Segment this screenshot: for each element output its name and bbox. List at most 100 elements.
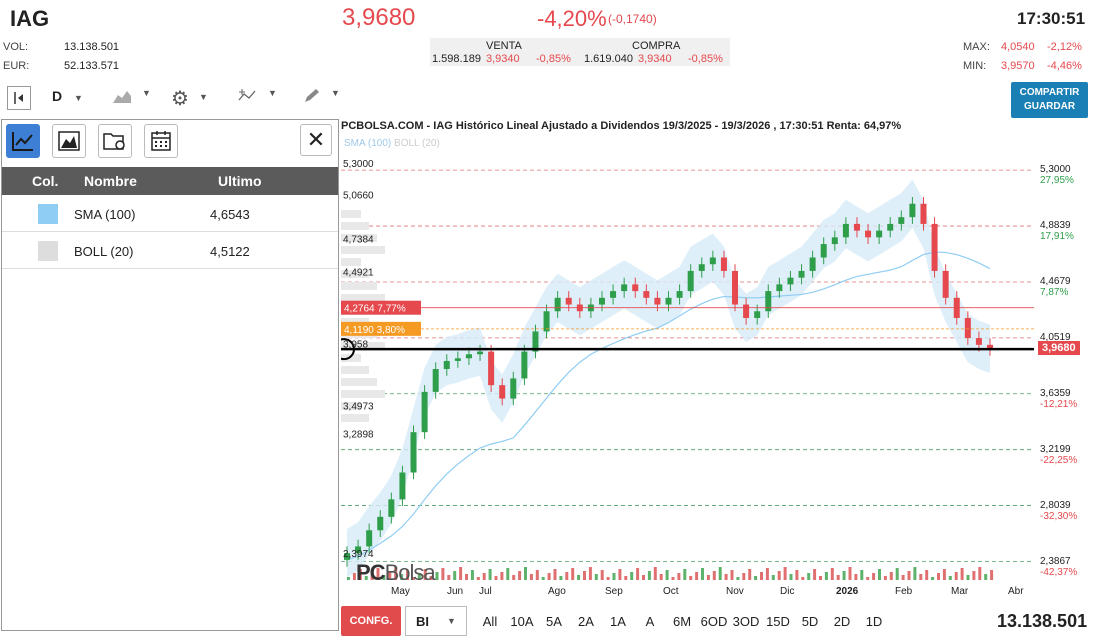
- compra-qty: 1.619.040: [584, 53, 633, 65]
- volume-profile-bar: [341, 414, 369, 422]
- indicator-value: 4,6543: [210, 207, 250, 222]
- mountain-chart-icon: [58, 131, 80, 151]
- volume-bar: [612, 573, 616, 580]
- range-button[interactable]: 3OD: [732, 613, 760, 629]
- volume-bar: [824, 572, 828, 580]
- range-button[interactable]: 5D: [801, 613, 819, 629]
- close-panel-button[interactable]: ✕: [300, 124, 332, 156]
- candle-body: [865, 230, 872, 238]
- price-axis: 5,3000 27,95% 4,8839 17,91% 4,4679 7,87% 4,051…: [1036, 120, 1103, 590]
- color-swatch[interactable]: [38, 241, 58, 261]
- time-axis: May Jun Jul Ago Sep Oct Nov Dic 2026 Feb Mar Abr: [341, 586, 1034, 602]
- range-button[interactable]: 2A: [578, 613, 594, 629]
- tab-calendar[interactable]: [144, 124, 178, 158]
- volume-bar: [606, 577, 610, 580]
- volume-bar: [553, 569, 557, 580]
- volume-bar: [701, 568, 704, 580]
- volume-profile-bar: [341, 390, 385, 398]
- volume-bar: [836, 575, 840, 580]
- volume-bar: [777, 571, 781, 580]
- volume-profile-bar: [341, 270, 369, 278]
- volume-bar: [547, 573, 551, 580]
- pct-axis-label: -12,21%: [1040, 398, 1078, 410]
- volume-bar: [665, 570, 669, 580]
- range-button[interactable]: 1D: [865, 613, 883, 629]
- volume-bar: [848, 567, 852, 580]
- max-value: 4,0540: [1001, 41, 1035, 53]
- sma-line: [346, 251, 991, 561]
- chart-canvas[interactable]: 4,2764 7,77% 4,1190 3,80% 5,3000 5,0660 4,73…: [333, 120, 1034, 580]
- min-label: MIN:: [963, 60, 987, 72]
- volume-bar: [878, 569, 881, 580]
- range-button[interactable]: 6M: [672, 613, 692, 629]
- volume-bar: [524, 567, 527, 580]
- pencil-icon: [305, 89, 319, 102]
- indicators-button[interactable]: ▼: [238, 88, 277, 108]
- last-price: 3,9680: [342, 4, 416, 31]
- pct-axis-label: 27,95%: [1040, 175, 1074, 187]
- range-button[interactable]: 2D: [833, 613, 851, 629]
- share-save-button[interactable]: COMPARTIR GUARDAR: [1011, 82, 1088, 118]
- range-button[interactable]: 6OD: [700, 613, 728, 629]
- save-label: GUARDAR: [1023, 101, 1076, 112]
- price-axis-label: 5,3000: [1040, 164, 1071, 176]
- last-header: Ultimo: [218, 173, 262, 189]
- change-percent: -4,20%: [537, 6, 607, 31]
- candle-body: [621, 284, 628, 292]
- table-row[interactable]: SMA (100) 4,6543: [2, 196, 338, 232]
- table-row[interactable]: BOLL (20) 4,5122: [2, 233, 338, 269]
- volume-bar: [618, 569, 622, 580]
- tab-chart[interactable]: [52, 124, 86, 158]
- config-button[interactable]: CONFG.: [341, 606, 401, 636]
- indicator-name: BOLL (20): [74, 244, 134, 259]
- volume-bar: [724, 574, 728, 580]
- volume-bar: [742, 573, 746, 580]
- collapse-panel-button[interactable]: [7, 86, 31, 110]
- tab-indicators[interactable]: [6, 124, 40, 158]
- volume-bar: [370, 572, 374, 580]
- indicators-panel: ✕ Col. Nombre Ultimo SMA (100) 4,6543 BO…: [1, 119, 339, 631]
- candle-body: [853, 223, 860, 231]
- range-button[interactable]: All: [482, 613, 498, 629]
- volume-bar: [647, 571, 651, 580]
- chart-type-button[interactable]: ▼: [112, 88, 151, 108]
- volume-bar: [423, 569, 427, 580]
- volume-bar: [653, 567, 657, 580]
- price-chart[interactable]: 4,2764 7,77% 4,1190 3,80% 5,3000 5,0660 4,73…: [333, 120, 1034, 580]
- candle-body: [443, 360, 450, 370]
- range-button[interactable]: 15D: [766, 613, 790, 629]
- volume-bar: [736, 577, 740, 580]
- tab-folder-settings[interactable]: [98, 124, 132, 158]
- compra-label: COMPRA: [632, 40, 681, 52]
- volume-profile-bar: [341, 222, 369, 230]
- candle-body: [610, 291, 617, 298]
- candle-body: [687, 270, 694, 292]
- style-value: BI: [416, 613, 430, 629]
- candle-body: [898, 217, 905, 224]
- chart-title: PCBOLSA.COM - IAG Histórico Lineal Ajust…: [341, 120, 902, 132]
- panel-toggle-icon: [14, 92, 23, 104]
- color-swatch[interactable]: [38, 204, 58, 224]
- volume-bar: [671, 577, 675, 580]
- share-label: COMPARTIR: [1019, 87, 1080, 98]
- volume-bar: [683, 569, 687, 580]
- change-absolute: (-0,1740): [608, 12, 657, 26]
- style-select[interactable]: BI ▼: [405, 606, 467, 636]
- range-button[interactable]: A: [645, 613, 655, 629]
- period-select[interactable]: D ▼: [52, 88, 83, 104]
- range-button[interactable]: 1A: [610, 613, 626, 629]
- volume-bar: [677, 573, 681, 580]
- range-button[interactable]: 5A: [546, 613, 562, 629]
- volume-bar: [889, 572, 893, 580]
- volume-bar: [948, 576, 952, 580]
- volume-bar: [453, 571, 457, 580]
- volume-bar: [482, 573, 486, 580]
- time-axis-label: 2026: [836, 586, 859, 597]
- volume-bar: [417, 573, 421, 580]
- range-button[interactable]: 10A: [510, 613, 534, 629]
- volume-bar: [883, 576, 887, 580]
- time-axis-label: Sep: [605, 586, 623, 597]
- settings-button[interactable]: ⚙ ▼: [171, 86, 208, 111]
- candle-body: [876, 230, 883, 238]
- drawing-tools-button[interactable]: ▼: [303, 88, 340, 108]
